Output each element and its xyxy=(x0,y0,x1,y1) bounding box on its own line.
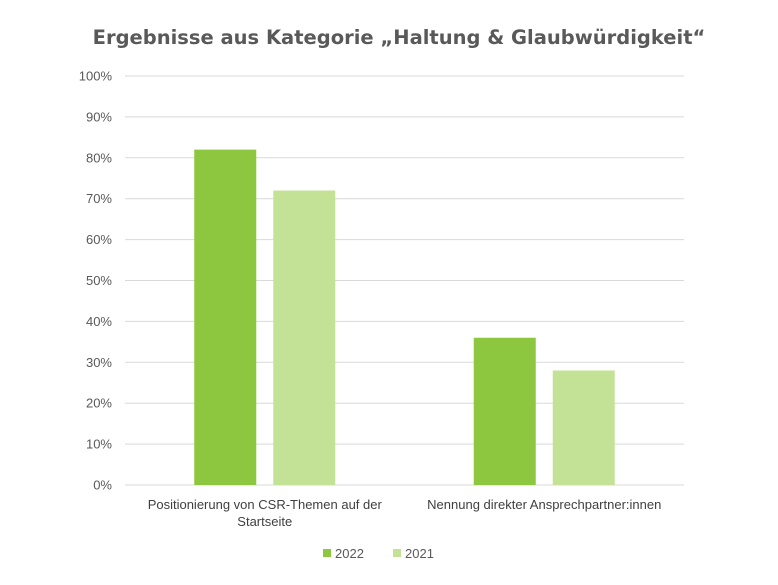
y-tick-label: 80% xyxy=(86,150,112,165)
y-tick-label: 0% xyxy=(93,478,112,493)
legend-label-2022: 2022 xyxy=(335,546,364,561)
y-tick-label: 10% xyxy=(86,437,112,452)
legend-swatch-2021 xyxy=(393,549,401,557)
bar-2021-cat-1 xyxy=(552,370,615,485)
legend-label-2021: 2021 xyxy=(405,546,434,561)
chart-title: Ergebnisse aus Kategorie „Haltung & Glau… xyxy=(93,26,706,49)
y-tick-label: 70% xyxy=(86,191,112,206)
x-axis-categories: Positionierung von CSR-Themen auf der Sta… xyxy=(148,497,662,529)
y-tick-label: 60% xyxy=(86,232,112,247)
bars xyxy=(194,149,615,485)
y-tick-label: 100% xyxy=(79,69,113,84)
legend-swatch-2022 xyxy=(323,549,331,557)
bar-2021-cat-0 xyxy=(273,190,336,485)
y-tick-label: 40% xyxy=(86,314,112,329)
x-category-label: Positionierung von CSR-Themen auf der xyxy=(148,497,383,512)
y-tick-label: 30% xyxy=(86,355,112,370)
y-tick-label: 20% xyxy=(86,396,112,411)
bar-2022-cat-1 xyxy=(473,337,536,485)
x-category-label: Startseite xyxy=(237,514,292,529)
bar-2022-cat-0 xyxy=(194,149,257,485)
y-tick-label: 50% xyxy=(86,273,112,288)
y-tick-label: 90% xyxy=(86,109,112,124)
x-category-label: Nennung direkter Ansprechpartner:innen xyxy=(427,497,661,512)
legend: 2022 2021 xyxy=(323,546,434,561)
y-axis-ticks: 0% 10% 20% 30% 40% 50% 60% 70% 80% 90% 100% xyxy=(79,69,113,493)
